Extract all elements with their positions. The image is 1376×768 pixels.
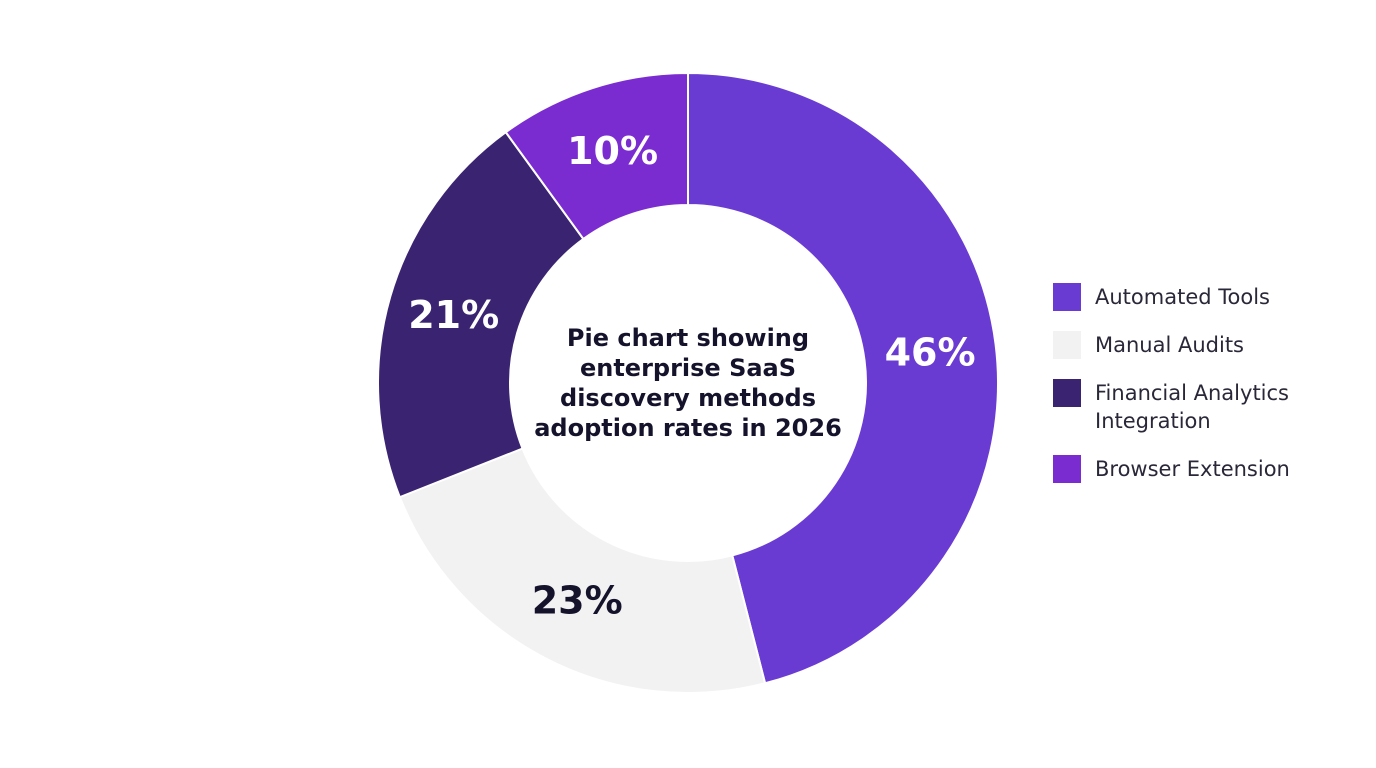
legend-item-financial-analytics-integration: Financial Analytics Integration xyxy=(1053,379,1353,435)
legend-swatch xyxy=(1053,331,1081,359)
slice-value-label: 10% xyxy=(567,129,658,173)
legend-swatch xyxy=(1053,455,1081,483)
slice-manual-audits xyxy=(398,447,767,694)
legend-label: Manual Audits xyxy=(1095,333,1244,357)
legend-item-automated-tools: Automated Tools xyxy=(1053,283,1353,311)
chart-title-line: discovery methods xyxy=(560,384,816,412)
legend-item-manual-audits: Manual Audits xyxy=(1053,331,1353,359)
legend-swatch xyxy=(1053,283,1081,311)
chart-title-line: adoption rates in 2026 xyxy=(534,414,842,442)
slice-value-label: 23% xyxy=(532,578,623,622)
slice-value-label: 21% xyxy=(408,293,499,337)
slice-browser-extension xyxy=(504,71,689,241)
slice-automated-tools xyxy=(687,71,999,685)
legend-label: Automated Tools xyxy=(1095,285,1270,309)
slices-layer xyxy=(377,71,999,694)
legend-item-browser-extension: Browser Extension xyxy=(1053,455,1353,483)
slice-financial-analytics-integration xyxy=(377,130,585,499)
chart-title-line: Pie chart showing xyxy=(567,324,809,352)
slice-value-label: 46% xyxy=(885,330,976,374)
chart-title-line: enterprise SaaS xyxy=(580,354,796,382)
legend-label: Browser Extension xyxy=(1095,457,1290,481)
legend-swatch xyxy=(1053,379,1081,407)
slice-labels-layer: 46% 23% 21% 10% xyxy=(408,129,975,622)
legend-label: Financial Analytics Integration xyxy=(1095,381,1289,433)
legend: Automated Tools Manual Audits Financial … xyxy=(1053,283,1353,503)
